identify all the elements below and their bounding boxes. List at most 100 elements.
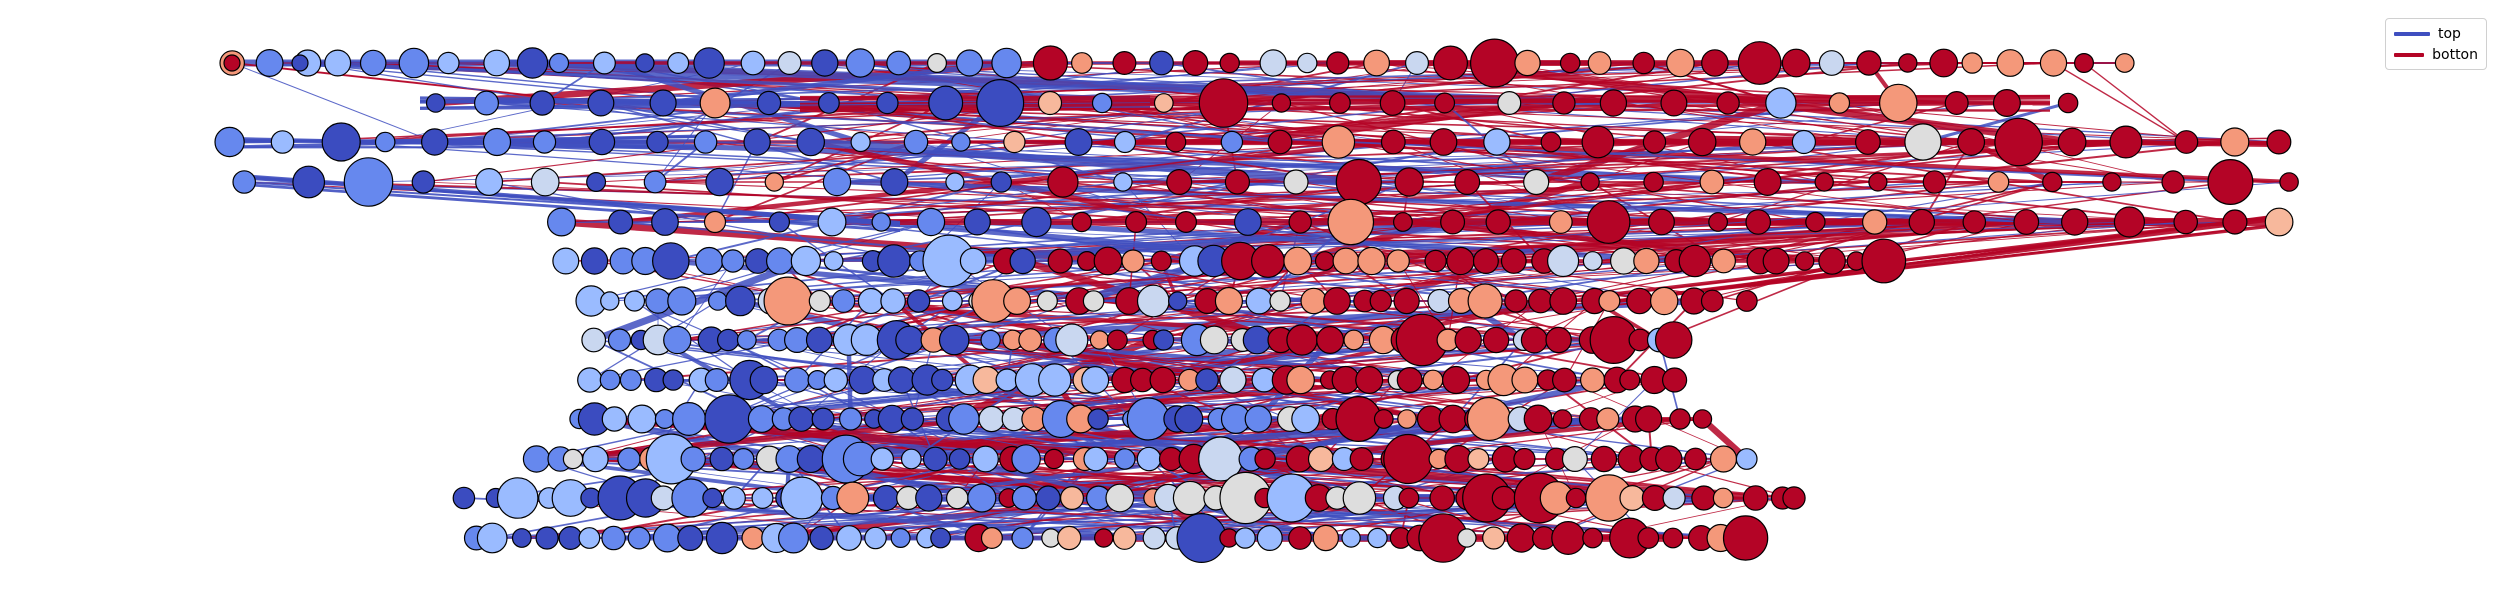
graph-node [1121,249,1145,273]
graph-node [945,172,965,192]
graph-node [1545,326,1572,354]
legend-label-botton: botton [2432,46,2478,63]
graph-node [1654,321,1693,359]
graph-node [1582,251,1603,271]
graph-node [1794,251,1815,271]
graph-node [870,447,895,471]
graph-node [2074,52,2095,73]
graph-node [635,53,655,73]
graph-node [255,48,284,77]
graph-node [1596,407,1620,431]
graph-node [926,52,947,73]
edge-bundle [1599,215,2271,306]
graph-node [667,286,697,316]
graph-node [1220,130,1244,154]
graph-node [707,291,728,311]
graph-node [1579,367,1606,393]
graph-node [1328,92,1351,114]
graph-node [1059,486,1084,511]
graph-node [890,527,911,548]
graph-node [693,47,725,79]
graph-node [1198,78,1249,128]
graph-node [1457,528,1477,548]
graph-node [2173,209,2198,235]
graph-node [702,487,723,509]
graph-node [1762,247,1790,275]
graph-node [1700,289,1724,313]
graph-node [928,85,964,121]
graph-node [1432,45,1468,81]
graph-node [452,486,476,510]
graph-node [1898,53,1918,73]
graph-node [1032,45,1069,81]
graph-node [1219,52,1240,74]
graph-node [607,328,632,352]
graph-node [1861,209,1888,235]
graph-node [790,245,822,277]
graph-node [1962,210,1987,234]
graph-node [1172,480,1208,516]
graph-node [1321,125,1356,159]
graph-node [2039,49,2068,77]
graph-node [662,369,684,391]
graph-node [1233,208,1262,236]
graph-node [1581,125,1615,159]
graph-node [1441,365,1471,395]
legend: top botton [2385,18,2487,70]
graph-node [1214,286,1244,316]
graph-node [903,129,929,155]
edge [757,221,2130,262]
graph-node [1113,172,1133,192]
graph-node [887,366,916,394]
graph-node [1199,325,1229,355]
graph-node [915,484,943,512]
graph-node [948,403,980,435]
graph-node [1434,92,1456,114]
edge [810,138,1360,186]
graph-node [1429,485,1455,511]
graph-node [703,210,727,234]
graph-node [2109,125,2143,159]
graph-node [945,486,969,510]
graph-node [1296,52,1318,74]
graph-node [592,51,616,75]
graph-node [1011,526,1034,550]
graph-node [511,528,532,548]
graph-node [764,172,785,192]
graph-node [783,327,810,354]
graph-node [857,287,885,315]
graph-node [796,444,825,474]
graph-node [321,122,361,162]
graph-node [1113,130,1137,154]
graph-node [577,367,603,393]
graph-node [623,290,646,312]
graph-node [1055,323,1089,357]
graph-node [991,47,1022,79]
graph-node [1076,251,1097,272]
graph-node [2042,171,2063,193]
graph-node [1454,326,1482,354]
graph-node [1056,525,1082,551]
graph-node [1112,50,1137,75]
graph-node [967,483,997,513]
graph-node [1003,287,1032,316]
graph-node [1424,249,1447,273]
nodes-layer [214,38,2299,563]
graph-node [1167,291,1188,311]
graph-node [823,367,849,393]
graph-node [1070,52,1093,74]
graph-node [1043,448,1065,470]
edge [654,102,716,183]
graph-node [1609,247,1638,275]
graph-node [817,207,847,237]
graph-node [1089,330,1110,350]
graph-node [1540,131,1562,153]
graph-node [1994,117,2043,167]
graph-node [1152,329,1175,351]
graph-node [1245,287,1273,315]
graph-node [1632,51,1655,75]
graph-node [522,445,551,473]
graph-node [1307,445,1335,473]
graph-node [1037,90,1063,116]
